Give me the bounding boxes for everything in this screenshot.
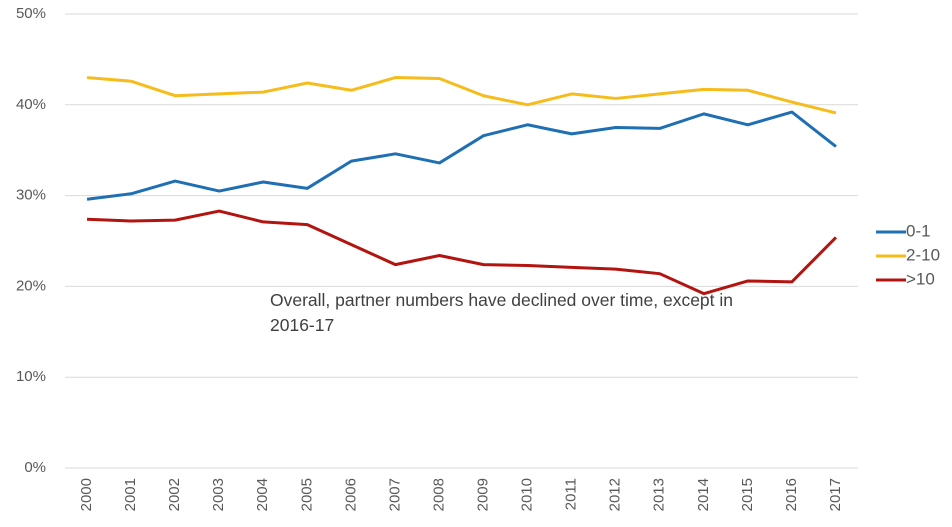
x-tick-label: 2016 (783, 478, 800, 511)
x-tick-label: 2014 (695, 478, 712, 511)
y-tick-label: 40% (16, 96, 46, 113)
x-tick-label: 2009 (474, 478, 491, 511)
x-tick-label: 2001 (122, 478, 139, 511)
x-tick-label: 2005 (298, 478, 315, 511)
legend-label: 0-1 (906, 221, 931, 240)
y-tick-label: 20% (16, 277, 46, 294)
x-tick-label: 2011 (563, 478, 580, 510)
x-tick-label: 2002 (166, 478, 183, 511)
x-tick-label: 2017 (827, 478, 844, 511)
line-series (86, 110, 837, 201)
line-series (86, 209, 838, 296)
y-tick-label: 50% (16, 5, 46, 22)
legend-label: >10 (906, 269, 935, 288)
x-tick-label: 2003 (210, 478, 227, 511)
x-tick-label: 2007 (386, 478, 403, 511)
legend-label: 2-10 (906, 245, 940, 264)
x-tick-label: 2010 (519, 478, 536, 511)
x-tick-label: 2004 (254, 478, 271, 511)
x-tick-label: 2015 (739, 478, 756, 511)
x-tick-label: 2008 (430, 478, 447, 511)
y-tick-label: 10% (16, 368, 46, 385)
y-tick-label: 0% (24, 459, 46, 476)
x-tick-label: 2006 (342, 478, 359, 511)
annotation: Overall, partner numbers have declined o… (270, 290, 734, 335)
line-series (86, 76, 837, 115)
x-tick-label: 2012 (607, 478, 624, 511)
x-tick-label: 2013 (651, 478, 668, 511)
x-tick-label: 2000 (78, 478, 95, 511)
y-tick-label: 30% (16, 187, 46, 204)
